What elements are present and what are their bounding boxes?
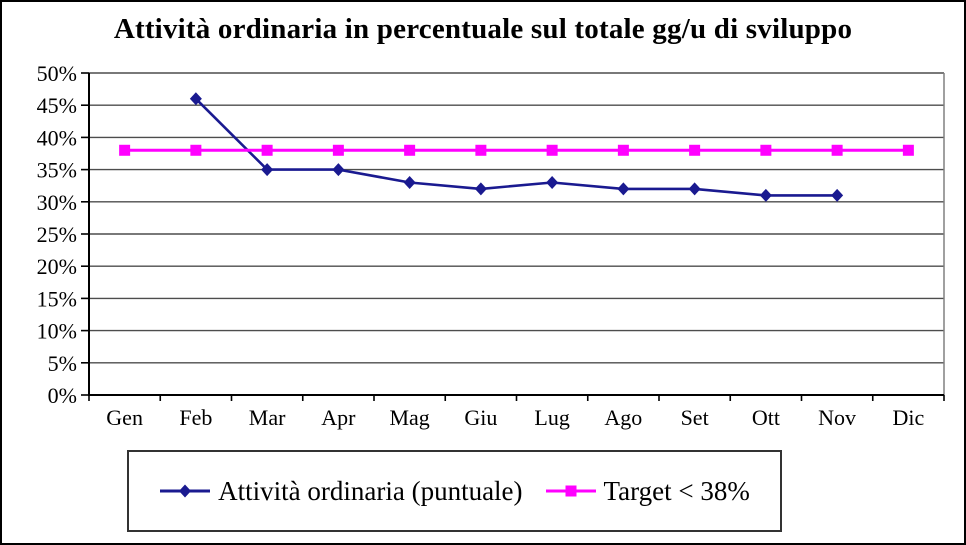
marker-diamond (688, 182, 701, 196)
chart-title: Attività ordinaria in percentuale sul to… (113, 13, 853, 45)
legend-item-attivita-ordinaria: Attività ordinaria (puntuale) (159, 475, 523, 507)
x-tick-label: Nov (818, 405, 856, 430)
x-tick-label: Mag (389, 405, 429, 430)
marker-diamond (617, 182, 630, 196)
x-tick-label: Mar (249, 405, 286, 430)
marker-diamond (546, 175, 559, 189)
x-tick-label: Lug (534, 405, 569, 430)
legend: Attività ordinaria (puntuale) Target < 3… (127, 450, 782, 532)
y-tick-label: 30% (37, 190, 77, 215)
x-tick-label: Apr (321, 405, 356, 430)
marker-square (119, 144, 131, 156)
y-tick-label: 0% (48, 383, 77, 408)
marker-square (332, 144, 344, 156)
marker-diamond (332, 163, 345, 177)
marker-square (902, 144, 914, 156)
marker-square (404, 144, 416, 156)
y-tick-label: 45% (37, 93, 77, 118)
legend-label-target: Target < 38% (603, 475, 750, 506)
x-tick-label: Dic (892, 405, 924, 430)
y-tick-label: 40% (37, 125, 77, 150)
y-tick-label: 35% (37, 158, 77, 183)
legend-key-square-icon (545, 485, 596, 497)
x-tick-label: Giu (464, 405, 497, 430)
marker-diamond (261, 163, 274, 177)
y-tick-label: 10% (37, 319, 77, 344)
x-tick-label: Feb (179, 405, 212, 430)
y-tick-label: 5% (48, 351, 77, 376)
x-tick-label: Ott (752, 405, 780, 430)
y-tick-label: 15% (37, 286, 77, 311)
legend-sample-attivita-ordinaria (159, 481, 211, 501)
marker-diamond (179, 484, 192, 498)
legend-sample-target (545, 481, 597, 501)
marker-diamond (403, 175, 416, 189)
x-tick-label: Ago (604, 405, 642, 430)
marker-diamond (189, 92, 202, 106)
y-tick-label: 20% (37, 254, 77, 279)
y-tick-label: 25% (37, 222, 77, 247)
plot-area: 0% 5% 10% 15% 20% 25% 30% 35% 40% 45% 50% Gen Feb Mar… (37, 61, 945, 430)
marker-square (617, 144, 629, 156)
legend-key-diamond-icon (160, 484, 211, 498)
marker-square (565, 485, 577, 497)
marker-square (475, 144, 487, 156)
legend-item-target: Target < 38% (545, 476, 750, 507)
marker-square (689, 144, 701, 156)
series-line-0 (194, 97, 838, 197)
x-tick-label: Set (681, 405, 709, 430)
marker-square (190, 144, 202, 156)
marker-square (261, 144, 273, 156)
legend-label-attivita-ordinaria: Attività ordinaria (puntuale) (218, 475, 523, 506)
marker-square (760, 144, 772, 156)
marker-square (546, 144, 558, 156)
y-tick-label: 50% (37, 61, 77, 86)
x-tick-label: Gen (106, 405, 143, 430)
marker-square (831, 144, 843, 156)
marker-diamond (831, 188, 844, 202)
marker-diamond (759, 188, 772, 202)
marker-diamond (474, 182, 487, 196)
